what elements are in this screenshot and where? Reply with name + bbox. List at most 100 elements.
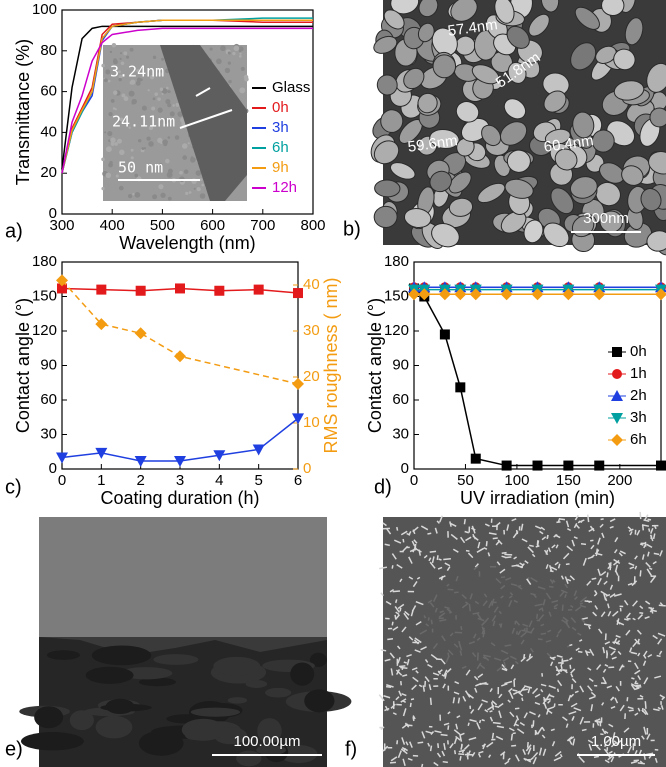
texture bbox=[545, 592, 552, 600]
texture bbox=[545, 564, 549, 570]
texture bbox=[113, 58, 117, 62]
texture bbox=[652, 533, 656, 540]
y2-axis-label: RMS roughness ( nm) bbox=[321, 277, 341, 453]
texture bbox=[643, 677, 649, 685]
texture bbox=[468, 603, 472, 612]
texture bbox=[588, 695, 596, 700]
texture bbox=[455, 723, 459, 730]
texture bbox=[602, 646, 606, 654]
size-label: 59.6nm bbox=[407, 132, 459, 156]
grain bbox=[417, 22, 435, 43]
texture bbox=[573, 590, 578, 597]
texture bbox=[493, 606, 499, 613]
texture bbox=[446, 566, 451, 572]
y-tick-label: 30 bbox=[392, 425, 409, 442]
texture bbox=[415, 620, 422, 626]
texture bbox=[513, 556, 518, 560]
texture bbox=[444, 606, 450, 610]
texture bbox=[232, 51, 236, 56]
texture bbox=[659, 602, 664, 607]
texture bbox=[417, 741, 424, 744]
series-line bbox=[61, 27, 313, 174]
texture bbox=[488, 532, 497, 536]
texture bbox=[580, 543, 587, 546]
texture bbox=[515, 620, 521, 626]
x-tick-label: 3 bbox=[176, 472, 184, 489]
texture bbox=[587, 739, 594, 744]
texture bbox=[136, 69, 140, 73]
texture bbox=[460, 626, 463, 631]
texture bbox=[661, 696, 666, 701]
texture bbox=[400, 530, 408, 536]
grain bbox=[373, 205, 398, 229]
texture bbox=[390, 668, 394, 676]
texture bbox=[464, 690, 471, 698]
grain bbox=[554, 148, 578, 171]
y2-tick-label: 0 bbox=[303, 460, 311, 477]
texture bbox=[402, 538, 405, 543]
texture bbox=[304, 689, 335, 713]
texture bbox=[243, 74, 249, 80]
texture bbox=[406, 654, 412, 658]
texture bbox=[114, 142, 118, 146]
texture bbox=[392, 590, 401, 593]
texture bbox=[169, 111, 175, 117]
grain bbox=[506, 25, 530, 49]
texture bbox=[491, 732, 495, 739]
texture bbox=[605, 737, 613, 744]
texture bbox=[491, 598, 495, 606]
texture bbox=[529, 627, 535, 634]
annotation: 50 nm bbox=[118, 159, 163, 177]
texture bbox=[567, 694, 572, 702]
texture bbox=[659, 694, 665, 699]
texture bbox=[644, 701, 647, 709]
texture bbox=[551, 544, 556, 549]
texture bbox=[574, 514, 579, 521]
texture bbox=[571, 539, 576, 547]
texture bbox=[569, 664, 572, 669]
texture bbox=[444, 672, 448, 679]
texture bbox=[634, 565, 638, 570]
texture bbox=[634, 555, 638, 560]
texture bbox=[559, 518, 566, 521]
texture bbox=[557, 563, 561, 569]
texture bbox=[547, 629, 552, 633]
texture bbox=[402, 708, 407, 717]
texture bbox=[488, 600, 493, 609]
grain bbox=[543, 90, 567, 113]
texture bbox=[648, 606, 653, 610]
marker bbox=[439, 329, 450, 340]
texture bbox=[464, 530, 470, 534]
texture bbox=[463, 744, 470, 750]
texture bbox=[612, 610, 619, 617]
texture bbox=[634, 687, 640, 691]
texture bbox=[615, 634, 621, 639]
texture bbox=[630, 760, 638, 764]
texture bbox=[453, 737, 458, 745]
texture bbox=[517, 691, 524, 697]
texture bbox=[613, 559, 620, 566]
texture bbox=[570, 693, 575, 698]
texture bbox=[158, 74, 161, 77]
texture bbox=[521, 538, 528, 543]
texture bbox=[135, 80, 141, 86]
texture bbox=[427, 663, 433, 668]
texture bbox=[637, 614, 644, 620]
grain bbox=[624, 17, 644, 46]
texture bbox=[562, 716, 568, 722]
texture bbox=[130, 156, 134, 160]
texture bbox=[499, 751, 506, 756]
texture bbox=[639, 605, 644, 610]
y2-tick-label: 10 bbox=[303, 414, 320, 431]
y2-tick-label: 30 bbox=[303, 322, 320, 339]
texture bbox=[629, 531, 633, 536]
texture bbox=[627, 706, 634, 710]
legend-label: 1h bbox=[630, 365, 647, 382]
texture bbox=[447, 652, 450, 658]
marker bbox=[500, 288, 513, 301]
marker bbox=[292, 377, 304, 390]
texture bbox=[504, 644, 512, 647]
texture bbox=[509, 711, 515, 718]
texture bbox=[545, 693, 551, 700]
x-tick-label: 200 bbox=[607, 472, 632, 489]
